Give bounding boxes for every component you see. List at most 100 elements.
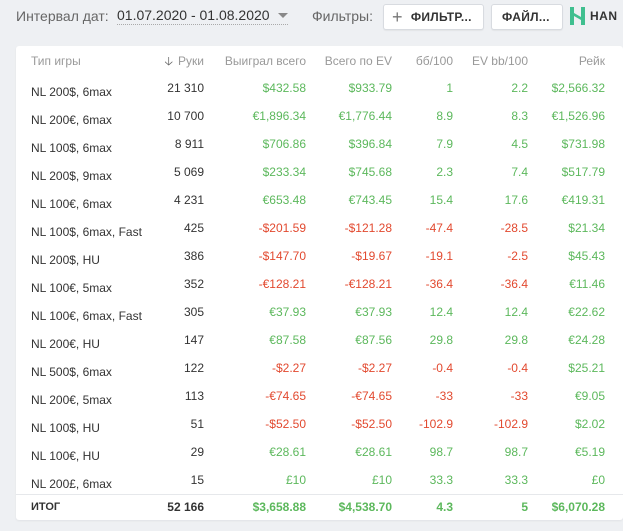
header-hands[interactable]: 🡣 Руки <box>164 48 204 74</box>
total-rake: $6,070.28 <box>551 500 605 514</box>
cell-rake: €419.31 <box>561 193 605 207</box>
header-ev[interactable]: Всего по EV <box>324 54 392 68</box>
table-row[interactable]: NL 200€, HU 147 €87.58 €87.56 29.8 29.8 €24.28 <box>16 328 623 356</box>
total-bb100: 4.3 <box>436 500 453 514</box>
cell-ev: $933.79 <box>348 81 392 95</box>
header-won[interactable]: Выиграл всего <box>224 54 306 68</box>
cell-evbb100: 29.8 <box>504 333 528 347</box>
table-row[interactable]: NL 100$, 6max 8 911 $706.86 $396.84 7.9 4.5 $7… <box>16 132 623 160</box>
cell-ev: -$19.67 <box>351 249 392 263</box>
cell-rake: $21.34 <box>568 221 605 235</box>
cell-evbb100: -2.5 <box>507 249 528 263</box>
cell-game-type: NL 200$, HU <box>31 253 100 267</box>
cell-bb100: 12.4 <box>429 305 453 319</box>
cell-ev: -$52.50 <box>351 417 392 431</box>
table-row[interactable]: NL 100€, HU 29 €28.61 €28.61 98.7 98.7 €5.19 <box>16 440 623 468</box>
cell-bb100: 29.8 <box>429 333 453 347</box>
cell-rake: $2,566.32 <box>551 81 605 95</box>
table-row[interactable]: NL 200€, 6max 10 700 €1,896.34 €1,776.44 8.9… <box>16 104 623 132</box>
cell-bb100: 15.4 <box>429 193 453 207</box>
header-hands-label: Руки <box>178 54 204 68</box>
cell-won: €87.58 <box>269 333 306 347</box>
logo-text: HAN <box>590 9 618 23</box>
cell-game-type: NL 200€, HU <box>31 337 100 351</box>
cell-game-type: NL 200$, 9max <box>31 169 112 183</box>
cell-hands: 386 <box>183 249 204 263</box>
cell-won: -€74.65 <box>265 389 306 403</box>
app-logo[interactable]: HAN <box>569 6 618 26</box>
cell-rake: €24.28 <box>568 333 605 347</box>
cell-ev: -€128.21 <box>344 277 392 291</box>
cell-evbb100: 8.3 <box>511 109 528 123</box>
cell-hands: 113 <box>184 389 204 403</box>
date-range-select[interactable]: 01.07.2020 - 01.08.2020 <box>117 7 288 25</box>
cell-evbb100: 98.7 <box>504 445 528 459</box>
cell-hands: 4 231 <box>173 193 204 207</box>
cell-hands: 8 911 <box>174 137 204 151</box>
cell-won: €28.61 <box>269 445 306 459</box>
cell-ev: $396.84 <box>348 137 392 151</box>
header-rake[interactable]: Рейк <box>578 54 605 68</box>
table-row[interactable]: NL 100$, 6max, Fast 425 -$201.59 -$121.28 -4… <box>16 216 623 244</box>
table-row[interactable]: NL 100€, 5max 352 -€128.21 -€128.21 -36.4 -36… <box>16 272 623 300</box>
cell-won: -€128.21 <box>258 277 306 291</box>
cell-won: €653.48 <box>262 193 306 207</box>
cell-won: -$147.70 <box>258 249 306 263</box>
cell-rake: €1,526.96 <box>551 109 605 123</box>
cell-game-type: NL 100€, 6max <box>31 197 112 211</box>
cell-game-type: NL 100€, HU <box>31 449 100 463</box>
filter-button[interactable]: + ФИЛЬТР... <box>383 4 484 30</box>
cell-hands: 305 <box>183 305 204 319</box>
cell-hands: 425 <box>183 221 204 235</box>
cell-evbb100: 33.3 <box>504 473 528 487</box>
cell-hands: 15 <box>190 473 204 487</box>
cell-rake: €9.05 <box>574 389 605 403</box>
plus-icon: + <box>392 7 403 27</box>
cell-won: $706.86 <box>262 137 306 151</box>
table-row[interactable]: NL 200$, 6max 21 310 $432.58 $933.79 1 2.2 $2,… <box>16 76 623 104</box>
hand-logo-icon <box>570 7 585 25</box>
cell-bb100: -47.4 <box>425 221 453 235</box>
cell-evbb100: 7.4 <box>511 165 528 179</box>
cell-hands: 29 <box>190 445 204 459</box>
header-type[interactable]: Тип игры <box>31 54 81 68</box>
cell-evbb100: 12.4 <box>504 305 528 319</box>
cell-ev: $745.68 <box>348 165 392 179</box>
cell-bb100: -102.9 <box>418 417 453 431</box>
cell-bb100: -19.1 <box>425 249 453 263</box>
cell-game-type: NL 200€, 5max <box>31 393 112 407</box>
header-bb100[interactable]: бб/100 <box>415 54 453 68</box>
cell-hands: 5 069 <box>173 165 204 179</box>
total-label: ИТОГ <box>31 501 61 513</box>
filter-button-label: ФИЛЬТР... <box>410 10 472 24</box>
cell-evbb100: -33 <box>510 389 528 403</box>
cell-hands: 51 <box>190 417 204 431</box>
table-row[interactable]: NL 200$, HU 386 -$147.70 -$19.67 -19.1 -2.5 $4… <box>16 244 623 272</box>
table-row[interactable]: NL 100€, 6max, Fast 305 €37.93 €37.93 12.4 12… <box>16 300 623 328</box>
table-row[interactable]: NL 500$, 6max 122 -$2.27 -$2.27 -0.4 -0.4 $25.… <box>16 356 623 384</box>
cell-hands: 10 700 <box>167 109 204 123</box>
table-row[interactable]: NL 200£, 6max 15 £10 £10 33.3 33.3 £0 <box>16 468 623 496</box>
cell-evbb100: -102.9 <box>493 417 528 431</box>
cell-game-type: NL 500$, 6max <box>31 365 112 379</box>
date-range-value: 01.07.2020 - 01.08.2020 <box>117 7 270 23</box>
cell-hands: 352 <box>183 277 204 291</box>
cell-bb100: 98.7 <box>429 445 453 459</box>
stats-table: Тип игры 🡣 Руки Выиграл всего Всего по EV… <box>16 46 623 520</box>
cell-bb100: 1 <box>446 81 453 95</box>
arrow-down-icon: 🡣 <box>164 54 174 68</box>
cell-ev: -$121.28 <box>344 221 392 235</box>
cell-evbb100: -0.4 <box>507 361 528 375</box>
table-row[interactable]: NL 200€, 5max 113 -€74.65 -€74.65 -33 -33 €9.0… <box>16 384 623 412</box>
cell-game-type: NL 200£, 6max <box>31 477 112 491</box>
header-evbb100[interactable]: EV bb/100 <box>471 54 528 68</box>
cell-game-type: NL 100€, 6max, Fast <box>31 309 142 323</box>
cell-rake: €5.19 <box>574 445 605 459</box>
file-button[interactable]: ФАЙЛ... <box>491 4 563 30</box>
table-row[interactable]: NL 100€, 6max 4 231 €653.48 €743.45 15.4 17.6… <box>16 188 623 216</box>
table-row[interactable]: NL 100$, HU 51 -$52.50 -$52.50 -102.9 -102.9 $… <box>16 412 623 440</box>
toolbar: Интервал дат: 01.07.2020 - 01.08.2020 Фи… <box>0 0 623 36</box>
table-row[interactable]: NL 200$, 9max 5 069 $233.34 $745.68 2.3 7.4 $5… <box>16 160 623 188</box>
cell-bb100: -33 <box>435 389 453 403</box>
date-interval-label: Интервал дат: <box>16 8 109 24</box>
